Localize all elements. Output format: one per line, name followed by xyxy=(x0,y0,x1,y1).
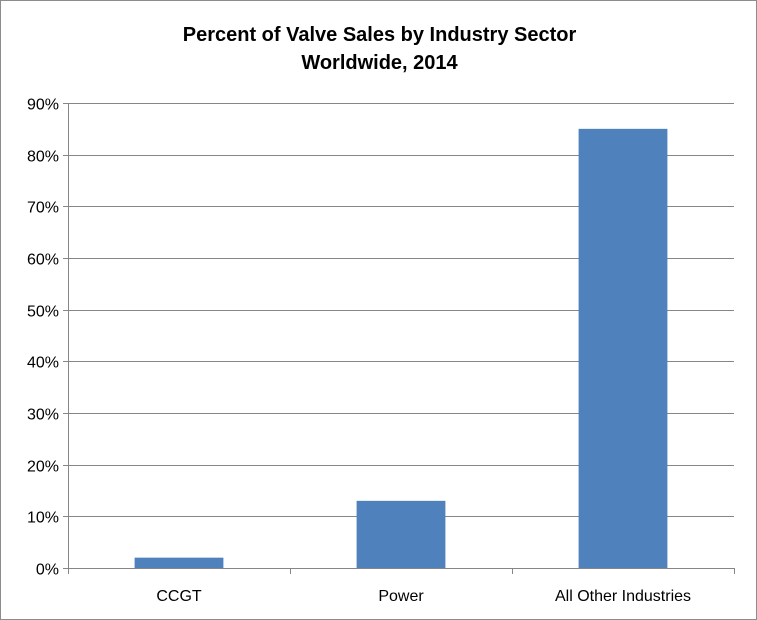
chart-title: Percent of Valve Sales by Industry Secto… xyxy=(1,21,757,77)
y-tick-label: 60% xyxy=(27,252,59,269)
bar xyxy=(356,500,446,568)
y-tick-label: 40% xyxy=(27,355,59,372)
y-tick-label: 90% xyxy=(27,97,59,114)
tick-labels: 0% 10% 20% 30% 40% 50% 60% 70% 80% 90% CCGT Power Al… xyxy=(27,97,691,606)
y-tick-label: 10% xyxy=(27,510,59,527)
x-tick-label: Power xyxy=(378,588,424,605)
bars xyxy=(134,128,668,569)
chart-title-line-2: Worldwide, 2014 xyxy=(301,52,458,74)
chart-title-line-1: Percent of Valve Sales by Industry Secto… xyxy=(182,24,577,46)
x-tick-label: CCGT xyxy=(156,588,202,605)
y-tick-label: 20% xyxy=(27,459,59,476)
bar xyxy=(134,557,224,568)
axes xyxy=(63,103,735,574)
y-tick-label: 70% xyxy=(27,200,59,217)
x-tick-label: All Other Industries xyxy=(555,588,691,605)
bar xyxy=(578,128,668,569)
y-tick-label: 0% xyxy=(36,562,59,579)
y-tick-label: 30% xyxy=(27,407,59,424)
y-tick-label: 80% xyxy=(27,149,59,166)
y-tick-label: 50% xyxy=(27,304,59,321)
